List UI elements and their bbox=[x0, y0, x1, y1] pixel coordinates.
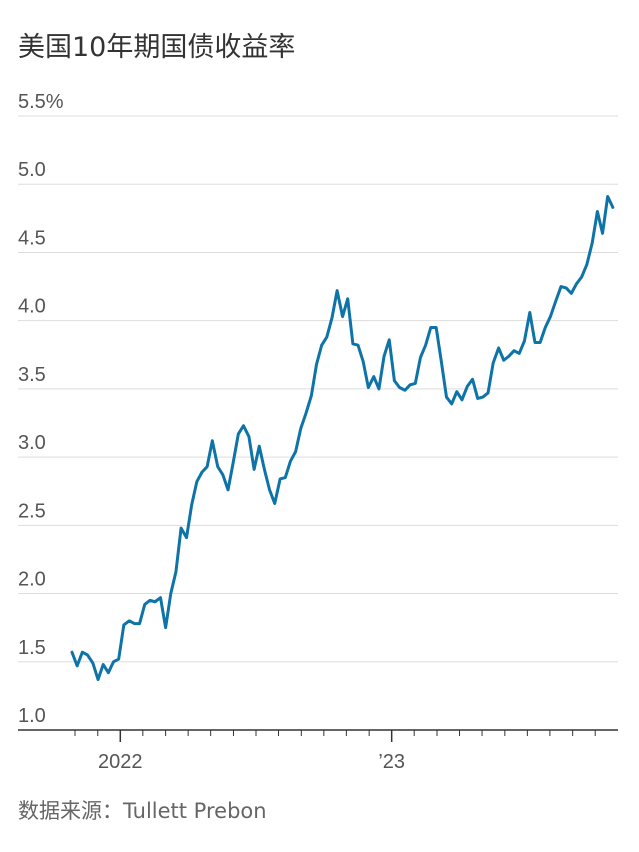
y-tick-label: 1.5 bbox=[18, 637, 46, 659]
x-tick-label: 2022 bbox=[98, 751, 143, 773]
y-tick-label: 1.0 bbox=[18, 705, 46, 727]
y-tick-label: 3.5 bbox=[18, 364, 46, 386]
chart-title: 美国10年期国债收益率 bbox=[18, 32, 295, 63]
y-tick-label: 2.5 bbox=[18, 500, 46, 522]
y-tick-label: 5.5% bbox=[18, 91, 64, 113]
data-line bbox=[70, 195, 615, 682]
y-tick-label: 4.0 bbox=[18, 296, 46, 318]
y-tick-label: 2.0 bbox=[18, 569, 46, 591]
y-tick-label: 3.0 bbox=[18, 432, 46, 454]
y-tick-label: 5.0 bbox=[18, 159, 46, 181]
y-tick-label: 4.5 bbox=[18, 227, 46, 249]
x-tick-label: ’23 bbox=[378, 751, 405, 773]
source-note: 数据来源：Tullett Prebon bbox=[18, 799, 267, 823]
